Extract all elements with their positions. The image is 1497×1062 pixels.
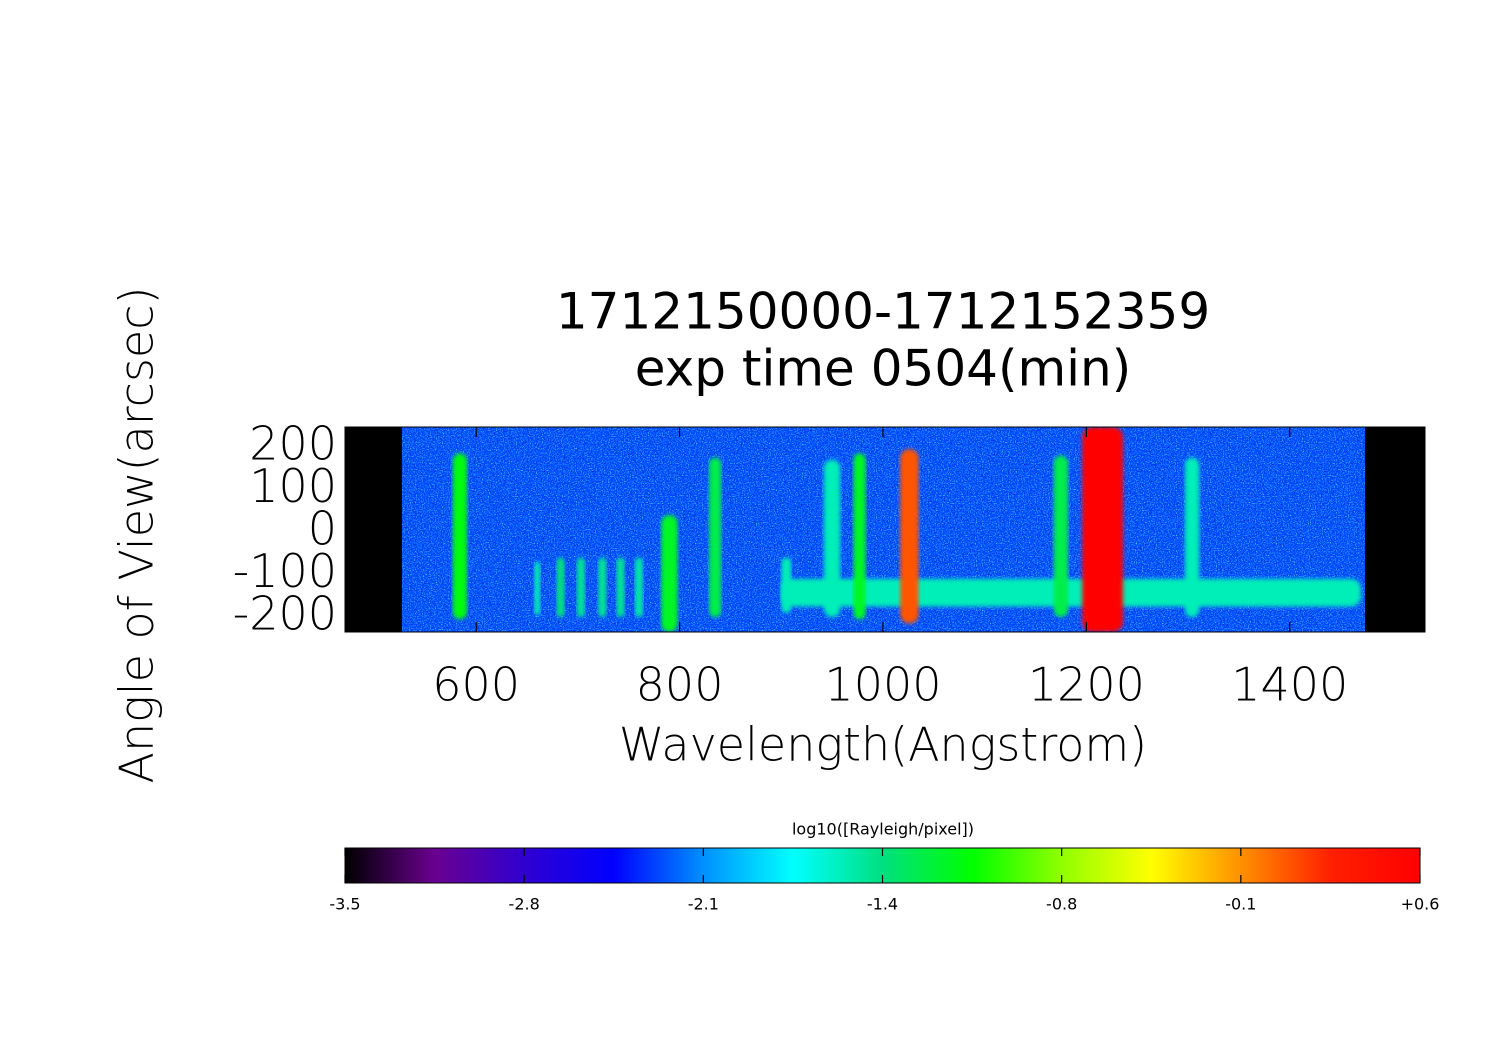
x-tick-label: 1400 bbox=[1231, 658, 1348, 712]
emission-line bbox=[709, 457, 722, 618]
y-tick-label: 200 bbox=[249, 416, 337, 470]
emission-line bbox=[616, 557, 625, 618]
colorbar-label: log10([Rayleigh/pixel]) bbox=[792, 820, 974, 839]
emission-line bbox=[1053, 455, 1069, 618]
emission-line bbox=[576, 557, 585, 618]
x-axis-label: Wavelength(Angstrom) bbox=[619, 718, 1147, 772]
colorbar-tick-label: -0.1 bbox=[1225, 895, 1256, 914]
chart-subtitle: exp time 0504(min) bbox=[635, 340, 1132, 398]
emission-line bbox=[853, 453, 866, 620]
colorbar-tick-label: -2.1 bbox=[688, 895, 719, 914]
x-tick-label: 800 bbox=[636, 658, 724, 712]
emission-line bbox=[1082, 427, 1123, 632]
emission-line bbox=[634, 557, 643, 618]
colorbar-tick-label: -3.5 bbox=[329, 895, 360, 914]
plot-area bbox=[345, 427, 1425, 632]
y-tick-label: 100 bbox=[249, 459, 337, 513]
y-tick-label: 0 bbox=[308, 502, 337, 556]
emission-line bbox=[1185, 457, 1200, 618]
emission-line bbox=[661, 515, 678, 632]
emission-line bbox=[781, 557, 792, 613]
emission-line bbox=[452, 453, 468, 620]
y-tick-label: -100 bbox=[233, 544, 337, 598]
emission-line bbox=[900, 449, 919, 624]
x-tick-label: 1000 bbox=[824, 658, 941, 712]
colorbar-tick-label: +0.6 bbox=[1401, 895, 1440, 914]
emission-line bbox=[534, 561, 541, 615]
plot-frame bbox=[344, 426, 1426, 633]
colorbar-tick-label: -0.8 bbox=[1046, 895, 1077, 914]
colorbar-tick-label: -1.4 bbox=[867, 895, 898, 914]
emission-line bbox=[781, 578, 1361, 607]
x-tick-label: 600 bbox=[432, 658, 520, 712]
emission-line bbox=[598, 557, 607, 618]
emission-line bbox=[823, 459, 841, 618]
emission-line bbox=[556, 557, 565, 618]
x-tick-label: 1200 bbox=[1028, 658, 1145, 712]
chart-title: 1712150000-1712152359 bbox=[556, 283, 1210, 341]
colorbar-tick-label: -2.8 bbox=[509, 895, 540, 914]
y-tick-label: -200 bbox=[233, 587, 337, 641]
y-axis-label: Angle of View(arcsec) bbox=[110, 287, 164, 784]
